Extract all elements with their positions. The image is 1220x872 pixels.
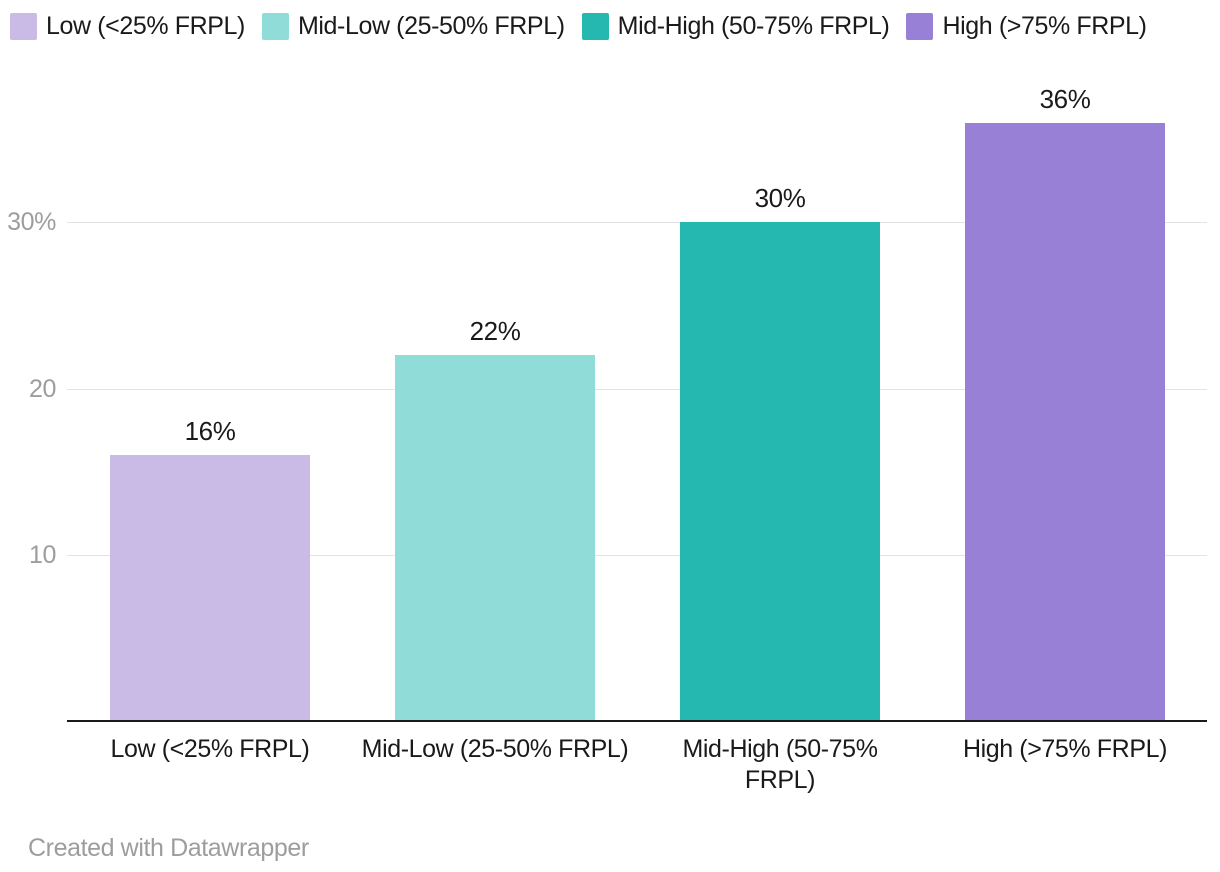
value-label-high: 36% xyxy=(1039,84,1091,114)
legend-item-mid-low: Mid-Low (25-50% FRPL) xyxy=(261,12,565,40)
legend-swatch-low xyxy=(10,13,37,40)
legend-label-low: Low (<25% FRPL) xyxy=(46,12,245,40)
legend-item-mid-high: Mid-High (50-75% FRPL) xyxy=(581,12,890,40)
value-label-mid-high: 30% xyxy=(754,183,806,213)
bar-mid-high xyxy=(680,222,880,721)
legend-swatch-high xyxy=(906,13,934,40)
value-label-mid-low: 22% xyxy=(469,316,521,346)
x-axis-label-mid-low: Mid-Low (25-50% FRPL) xyxy=(361,735,629,763)
y-tick-label-10: 10 xyxy=(28,541,56,569)
gridline-10 xyxy=(67,555,1207,556)
chart-footer: Created with Datawrapper xyxy=(28,833,309,863)
bar-high xyxy=(965,123,1165,721)
legend-swatch-mid-high xyxy=(581,13,609,40)
legend-label-mid-high: Mid-High (50-75% FRPL) xyxy=(617,12,890,40)
datawrapper-credit-link[interactable]: Created with Datawrapper xyxy=(28,834,309,862)
x-axis-label-high: High (>75% FRPL) xyxy=(962,735,1168,763)
bar-low xyxy=(110,455,310,721)
legend-label-high: High (>75% FRPL) xyxy=(942,12,1147,40)
legend-swatch-mid-low xyxy=(261,13,289,40)
x-axis-line xyxy=(67,720,1207,722)
value-label-low: 16% xyxy=(184,416,236,446)
legend-label-mid-low: Mid-Low (25-50% FRPL) xyxy=(297,12,565,40)
bar-mid-low xyxy=(395,355,595,721)
y-tick-label-20: 20 xyxy=(28,375,56,403)
gridline-20 xyxy=(67,389,1207,390)
y-tick-label-30: 30% xyxy=(7,208,56,236)
gridline-30 xyxy=(67,222,1207,223)
x-axis-label-low: Low (<25% FRPL) xyxy=(110,735,310,763)
chart-legend: Low (<25% FRPL) Mid-Low (25-50% FRPL) Mid-… xyxy=(10,13,1147,40)
legend-item-high: High (>75% FRPL) xyxy=(906,12,1147,40)
x-axis-label-mid-high: Mid-High (50-75% FRPL) xyxy=(682,735,878,794)
legend-item-low: Low (<25% FRPL) xyxy=(10,13,245,40)
